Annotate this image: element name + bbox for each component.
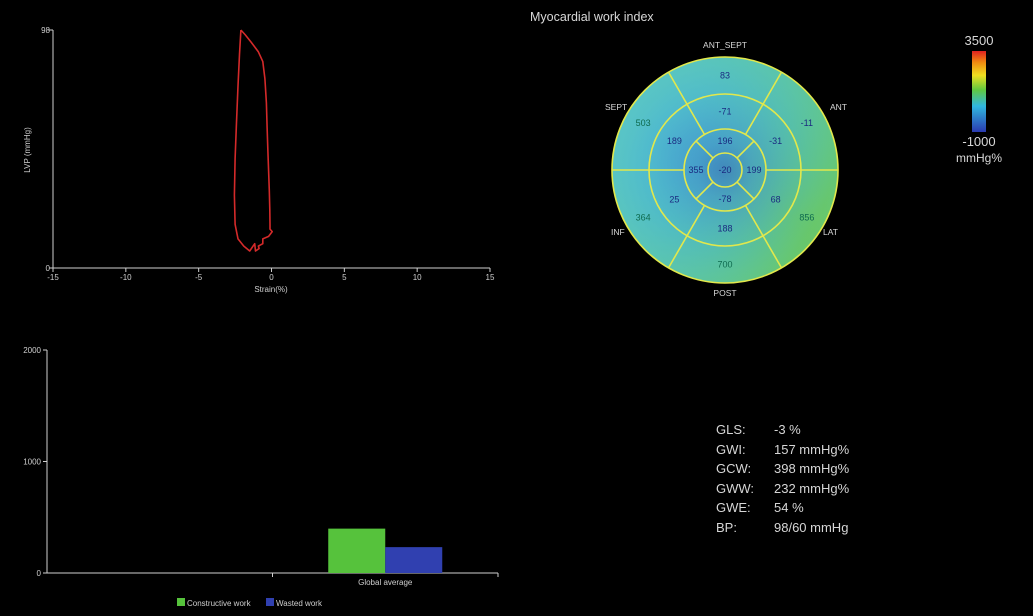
bullseye-direction-label: ANT_SEPT [703,40,747,50]
bullseye-direction-label: INF [611,227,625,237]
bullseye-apex-value: -20 [718,165,731,175]
bullseye-divider [667,71,706,135]
bullseye-basal-value: 364 [636,212,651,222]
legend-swatch [177,598,185,606]
loop-x-tick-label: 10 [413,273,422,282]
bullseye-divider [695,181,714,200]
stat-row: GWW: 232 mmHg% [716,481,936,501]
stat-row: BP: 98/60 mmHg [716,520,936,540]
colorbar-max-label: 3500 [964,33,994,48]
stat-label: GWW: [716,480,755,496]
bar-wasted-work [385,547,443,573]
bullseye-direction-label: LAT [823,227,838,237]
legend-label: Constructive work [187,599,252,608]
stat-value: 398 mmHg% [774,461,850,477]
stat-label: GWE: [716,500,751,516]
legend-label: Wasted work [276,599,323,608]
stat-label: GCW: [716,461,752,477]
stat-row: GWE: 54 % [716,500,936,520]
stat-value: 98/60 mmHg [774,519,849,535]
bullseye-plot: 83 -11 856 700 364 503 -71 -31 68 188 25 189 196 199 -… [605,40,847,298]
bullseye-basal-value: 503 [636,118,651,128]
bar-y-tick-label: 2000 [23,346,41,355]
bar-y-tick-label: 1000 [23,458,41,467]
bullseye-apical-value: 199 [746,165,761,175]
loop-series-line [233,29,274,252]
bullseye-apical-value: 196 [717,136,732,146]
stat-row: GCW: 398 mmHg% [716,461,936,481]
bullseye-direction-label: SEPT [605,102,627,112]
stat-value: -3 % [774,422,801,437]
bullseye-divider [744,205,783,269]
bullseye-septal-shade [612,57,838,283]
loop-x-tick-label: -15 [47,273,59,282]
colorbar-min-label: -1000 [962,134,996,149]
bullseye-divider [736,140,755,159]
loop-x-axis-label: Strain(%) [254,285,288,294]
loop-y-axis-label: LVP (mmHg) [23,127,32,173]
bar-category-label: Global average [358,578,413,587]
bullseye-mid-value: 68 [771,194,781,204]
bar-y-tick-label: 0 [37,569,42,578]
bullseye-divider [695,140,714,159]
pressure-strain-loop-chart: -15 -10 -5 0 5 10 15 0 98 LVP (mmHg) Strain(%) [23,26,495,294]
bullseye-mid-value: -31 [769,136,782,146]
bullseye-ring [707,152,743,188]
stat-value: 157 mmHg% [774,441,850,457]
bullseye-apical-value: 355 [688,165,703,175]
legend-swatch [266,598,274,606]
bullseye-basal-value: 83 [720,71,730,81]
bullseye-divider [744,71,783,135]
bullseye-direction-label: ANT [830,102,847,112]
bullseye-basal-value: 856 [799,212,814,222]
global-stats-panel: GLS: -3 % GWI: 157 mmHg% GCW: 398 mmHg% GWW: 23… [716,422,936,540]
loop-x-tick-label: 5 [342,273,347,282]
work-bar-chart: 0 1000 2000 Global average Constructive wor… [23,346,499,608]
bullseye-mid-value: -71 [718,107,731,117]
colorbar [972,51,986,132]
colorbar-unit-label: mmHg% [955,151,1002,165]
bullseye-title: Myocardial work index [530,10,654,24]
bullseye-mid-value: 25 [669,194,679,204]
bullseye-basal-value: -11 [801,118,813,128]
bullseye-mid-value: 189 [667,136,682,146]
bullseye-mid-value: 188 [717,224,732,234]
bullseye-apical-value: -78 [718,194,731,204]
stat-row: GWI: 157 mmHg% [716,442,936,462]
stat-value: 54 % [774,500,804,516]
bullseye-divider [667,205,706,269]
loop-x-tick-label: 15 [486,273,495,282]
bar-constructive-work [328,528,386,573]
stat-label: GWI: [716,441,746,457]
loop-x-tick-label: -10 [120,273,132,282]
stat-label: GLS: [716,422,746,437]
bullseye-divider [736,181,755,200]
stat-label: BP: [716,519,737,535]
stat-value: 232 mmHg% [774,480,850,496]
loop-y-tick-label: 0 [46,264,51,273]
loop-x-tick-label: -5 [195,273,203,282]
stat-row: GLS: -3 % [716,422,936,442]
bullseye-basal-value: 700 [717,260,732,270]
loop-y-tick-label: 98 [41,26,50,35]
loop-x-tick-label: 0 [269,273,274,282]
bullseye-direction-label: POST [713,288,736,298]
